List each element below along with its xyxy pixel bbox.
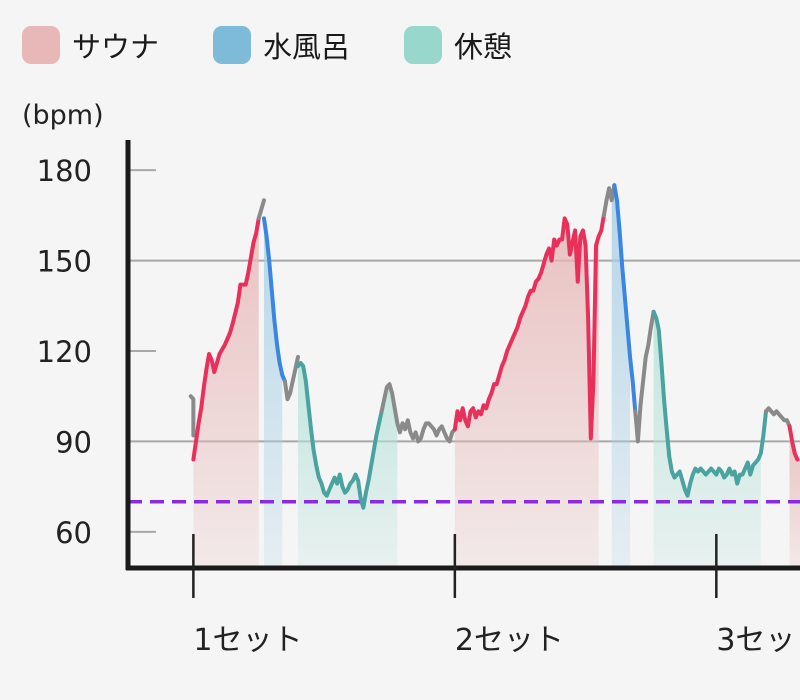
legend-label-rest: 休憩 xyxy=(454,30,513,64)
heart-rate-line-water-3 xyxy=(261,216,287,384)
legend-item-rest[interactable]: 休憩 xyxy=(404,24,512,66)
x-tick-label-2: 2セット xyxy=(455,623,564,658)
y-tick-label-150: 150 xyxy=(37,245,92,279)
legend-label-sauna: サウナ xyxy=(72,30,160,64)
y-axis-label: (bpm) xyxy=(22,100,104,131)
heart-rate-line-transition-2 xyxy=(256,198,266,221)
area-water-4 xyxy=(611,185,631,568)
legend-swatch-rest xyxy=(404,26,443,64)
heart-rate-line-sauna-13 xyxy=(787,424,800,462)
y-tick-label-90: 90 xyxy=(55,425,92,459)
heart-rate-line-sauna-7 xyxy=(452,213,606,441)
legend-item-sauna[interactable]: サウナ xyxy=(22,24,159,66)
legend-swatch-water-bath xyxy=(213,26,252,64)
legend-swatch-sauna xyxy=(22,26,60,64)
heart-rate-line-water-9 xyxy=(612,183,638,414)
heart-rate-line-transition-6 xyxy=(379,382,457,444)
area-sauna-0 xyxy=(193,218,259,568)
x-tick-label-1: 1セット xyxy=(193,623,302,658)
legend-label-water-bath: 水風呂 xyxy=(263,30,351,64)
heart-rate-line-transition-12 xyxy=(764,406,792,429)
legend-item-water-bath[interactable]: 水風呂 xyxy=(213,24,350,66)
x-tick-label-3: 3セット xyxy=(716,623,800,658)
heart-rate-line-transition-8 xyxy=(601,183,617,218)
heart-rate-line-rest-11 xyxy=(651,309,769,498)
area-rest-5 xyxy=(653,311,761,568)
area-water-1 xyxy=(263,200,283,569)
legend: サウナ 水風呂 休憩 xyxy=(22,24,566,66)
heart-rate-line-transition-0 xyxy=(188,394,196,438)
area-sauna-6 xyxy=(789,426,800,568)
area-rest-2 xyxy=(297,357,398,568)
area-sauna-3 xyxy=(454,218,599,568)
y-tick-label-60: 60 xyxy=(55,516,92,550)
heart-rate-line-transition-4 xyxy=(282,355,300,402)
y-tick-label-120: 120 xyxy=(37,335,92,369)
heart-rate-line-rest-5 xyxy=(295,361,384,510)
y-tick-label-180: 180 xyxy=(37,154,92,188)
heart-rate-line-sauna-1 xyxy=(191,216,261,462)
heart-rate-line-transition-10 xyxy=(633,309,656,444)
